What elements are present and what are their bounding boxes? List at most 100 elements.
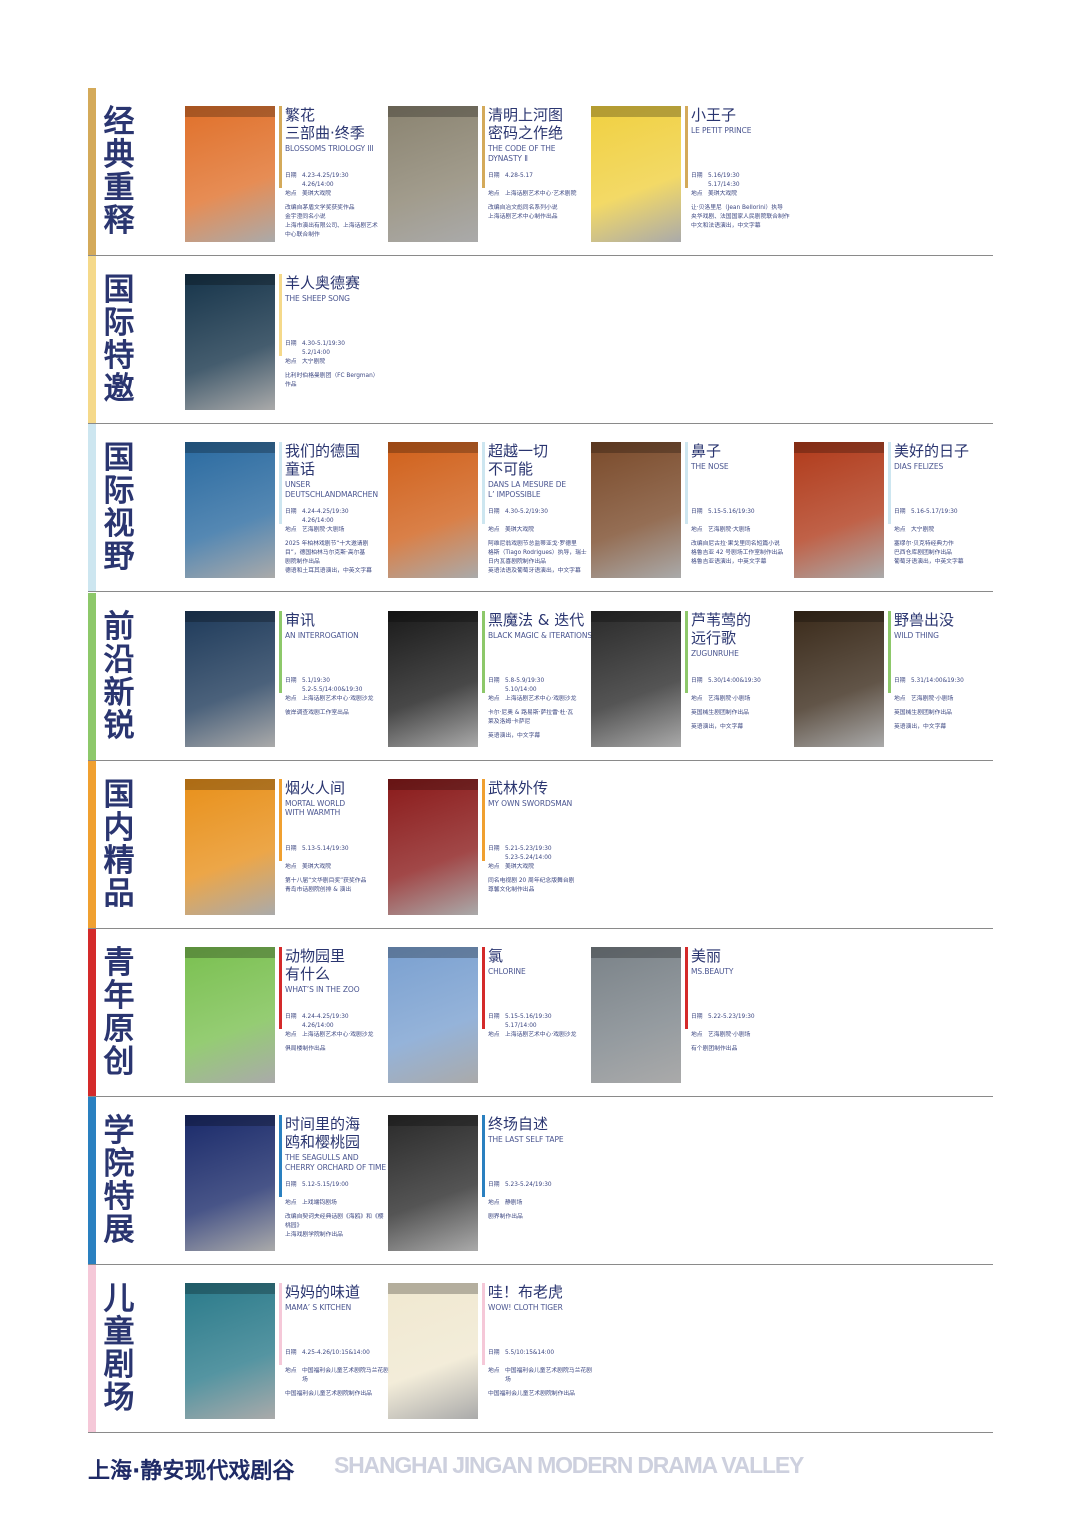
show-poster[interactable] bbox=[185, 610, 275, 747]
show-poster[interactable] bbox=[388, 442, 478, 579]
section-label: 儿童剧场 bbox=[103, 1281, 135, 1417]
show-title[interactable]: 野兽出没 bbox=[894, 611, 1002, 629]
show-title[interactable]: 武林外传 bbox=[488, 779, 596, 797]
show-poster[interactable] bbox=[185, 778, 275, 915]
show-title-line: 清明上河图 bbox=[488, 106, 564, 124]
show-poster[interactable] bbox=[388, 778, 478, 915]
show-poster[interactable] bbox=[794, 610, 884, 747]
show-card[interactable]: 哇！布老虎 WOW! CLOTH TIGER 日期 5.5/10:15&14:00 地点… bbox=[388, 1283, 592, 1423]
show-title[interactable]: 动物园里 有什么 bbox=[285, 947, 393, 983]
title-accent-bar bbox=[279, 274, 282, 357]
show-poster[interactable] bbox=[185, 1283, 275, 1420]
show-card[interactable]: 清明上河图 密码之作绝 THE CODE OF THE DYNASTY Ⅱ 日期 4.28… bbox=[388, 106, 588, 246]
venue-value: 上海话剧艺术中心·艺术剧院 bbox=[505, 191, 577, 197]
poster-header-strip bbox=[388, 947, 478, 958]
show-title[interactable]: 芦苇莺的 远行歌 bbox=[691, 611, 799, 647]
show-poster[interactable] bbox=[591, 106, 681, 242]
show-title[interactable]: 清明上河图 密码之作绝 bbox=[488, 106, 596, 142]
show-card[interactable]: 野兽出没 WILD THING 日期 5.31/14:00&19:30 地点 艺海剧院·小… bbox=[794, 610, 994, 751]
date-value: 5.8-5.9/19:30 bbox=[505, 677, 545, 684]
show-card[interactable]: 审讯 AN INTERROGATION 日期 5.1/19:30 5.2-5.5/14:… bbox=[185, 610, 385, 751]
venue-label: 地点 bbox=[488, 863, 500, 870]
show-title[interactable]: 繁花 三部曲·终季 bbox=[285, 106, 393, 142]
show-card[interactable]: 鼻子 THE NOSE 日期 5.15-5.16/19:30 地点 艺海剧院·大剧场 改编自… bbox=[591, 442, 791, 582]
show-poster[interactable] bbox=[794, 442, 884, 579]
venue-row: 地点 美琪大戏院 bbox=[488, 526, 596, 535]
date-value: 5.10/14:00 bbox=[505, 686, 537, 693]
show-title[interactable]: 时间里的海 鸥和樱桃园 bbox=[285, 1115, 393, 1151]
venue-label: 地点 bbox=[488, 527, 500, 534]
date-row: 4.26/14:00 bbox=[285, 181, 393, 190]
show-title[interactable]: 我们的德国 童话 bbox=[285, 442, 393, 478]
date-row: 4.26/14:00 bbox=[285, 1022, 393, 1031]
show-title[interactable]: 超越一切 不可能 bbox=[488, 442, 596, 478]
venue-value: 上海话剧艺术中心·戏剧沙龙 bbox=[505, 1032, 577, 1038]
date-value: 5.15-5.16/19:30 bbox=[505, 1014, 552, 1020]
show-title-en-line: THE NOSE bbox=[691, 462, 729, 472]
show-title[interactable]: 鼻子 bbox=[691, 442, 799, 460]
show-poster[interactable] bbox=[591, 947, 681, 1083]
show-card[interactable]: 繁花 三部曲·终季 BLOSSOMS TRIOLOGY III 日期 4.23-4.25… bbox=[185, 106, 385, 246]
show-poster[interactable] bbox=[388, 106, 478, 242]
show-card[interactable]: 我们的德国 童话 UNSER DEUTSCHLANDMARCHEN 日期 4.24-4.2… bbox=[185, 442, 385, 582]
show-card[interactable]: 时间里的海 鸥和樱桃园 THE SEAGULLS AND CHERRY ORCHARD… bbox=[185, 1115, 386, 1255]
show-poster[interactable] bbox=[185, 274, 275, 411]
show-card[interactable]: 美丽 MS.BEAUTY 日期 5.22-5.23/19:30 地点 艺海剧院·小剧场 有个… bbox=[591, 947, 791, 1087]
note-line: 改编自冶文彪同名系列小说 bbox=[488, 205, 558, 211]
show-title-line: 芦苇莺的 bbox=[691, 610, 752, 629]
note-line: 中文和法语演出，中文字幕 bbox=[691, 223, 761, 229]
date-row: 日期 5.31/14:00&19:30 bbox=[894, 677, 1002, 686]
show-details: 日期 5.12-5.15/19:00 地点 上戏端钧剧场 改编自契诃夫经典话剧《海鸥》和… bbox=[285, 1181, 393, 1240]
show-card[interactable]: 妈妈的味道 MAMA’ S KITCHEN 日期 4.25-4.26/10:15&14… bbox=[185, 1283, 389, 1423]
show-title[interactable]: 羊人奥德赛 bbox=[285, 274, 393, 292]
show-card[interactable]: 终场自述 THE LAST SELF TAPE 日期 5.23-5.24/19:30 地… bbox=[388, 1115, 588, 1255]
date-row: 5.17/14:00 bbox=[488, 1022, 596, 1031]
show-card[interactable]: 小王子 LE PETIT PRINCE 日期 5.16/19:30 5.17/14:30… bbox=[591, 106, 791, 246]
show-title[interactable]: 氯 bbox=[488, 947, 596, 965]
venue-label: 地点 bbox=[285, 359, 297, 366]
show-card[interactable]: 羊人奥德赛 THE SHEEP SONG 日期 4.30-5.1/19:30 5.2/1… bbox=[185, 274, 385, 414]
venue-label: 地点 bbox=[691, 191, 703, 197]
show-title[interactable]: 哇！布老虎 bbox=[488, 1283, 596, 1301]
poster-header-strip bbox=[388, 610, 478, 622]
section-2: 国际特邀 羊人奥德赛 THE SHEEP SONG 日期 4.30-5.1/19:30 5… bbox=[88, 256, 993, 425]
show-title[interactable]: 小王子 bbox=[691, 106, 799, 124]
title-accent-bar bbox=[685, 610, 688, 693]
show-poster[interactable] bbox=[388, 610, 478, 747]
title-accent-bar bbox=[482, 947, 485, 1029]
note-line: 英语演出，中文字幕 bbox=[691, 723, 744, 730]
show-card[interactable]: 武林外传 MY OWN SWORDSMAN 日期 5.21-5.23/19:30 5.2… bbox=[388, 778, 588, 919]
show-poster[interactable] bbox=[185, 442, 275, 579]
show-title[interactable]: 烟火人间 bbox=[285, 779, 393, 797]
show-title[interactable]: 审讯 bbox=[285, 611, 393, 629]
show-header: 美好的日子 DIAS FELIZES bbox=[894, 442, 1002, 472]
show-poster[interactable] bbox=[591, 442, 681, 579]
show-title[interactable]: 黑魔法 & 迭代 bbox=[488, 611, 596, 629]
show-card[interactable]: 美好的日子 DIAS FELIZES 日期 5.16-5.17/19:30 地点 大宁剧院… bbox=[794, 442, 994, 582]
show-card[interactable]: 黑魔法 & 迭代 BLACK MAGIC & ITERATIONS 日期 5.8-5.… bbox=[388, 610, 592, 751]
show-card[interactable]: 烟火人间 MORTAL WORLD WITH WARMTH 日期 5.13-5.14/1… bbox=[185, 778, 385, 919]
date-row: 日期 5.15-5.16/19:30 bbox=[488, 1013, 596, 1022]
venue-row: 地点 艺海剧院·大剧场 bbox=[691, 526, 799, 535]
show-card[interactable]: 动物园里 有什么 WHAT’S IN THE ZOO 日期 4.24-4.25/19:3… bbox=[185, 947, 385, 1087]
show-card[interactable]: 超越一切 不可能 DANS LA MESURE DE L’ IMPOSSIBLE 日期 4… bbox=[388, 442, 588, 582]
show-header: 妈妈的味道 MAMA’ S KITCHEN bbox=[285, 1283, 393, 1313]
show-card[interactable]: 氯 CHLORINE 日期 5.15-5.16/19:30 5.17/14:00 地点 上海… bbox=[388, 947, 588, 1087]
show-title-en-line: MORTAL WORLD bbox=[285, 798, 346, 808]
show-title[interactable]: 妈妈的味道 bbox=[285, 1283, 393, 1301]
show-poster[interactable] bbox=[388, 1283, 478, 1420]
show-poster[interactable] bbox=[591, 610, 681, 747]
show-title-line: 童话 bbox=[285, 460, 316, 479]
date-label: 日期 bbox=[691, 173, 703, 179]
section-3: 国际视野 我们的德国 童话 UNSER DEUTSCHLANDMARCHEN 日期 4.24… bbox=[88, 424, 994, 593]
show-title[interactable]: 美好的日子 bbox=[894, 442, 1002, 460]
show-card[interactable]: 芦苇莺的 远行歌 ZUGUNRUHE 日期 5.30/14:00&19:30 地点 艺海剧院… bbox=[591, 610, 791, 751]
show-title[interactable]: 终场自述 bbox=[488, 1115, 596, 1133]
show-poster[interactable] bbox=[388, 947, 478, 1083]
show-title[interactable]: 美丽 bbox=[691, 947, 799, 965]
show-poster[interactable] bbox=[185, 1115, 275, 1252]
show-poster[interactable] bbox=[185, 106, 275, 242]
show-poster[interactable] bbox=[388, 1115, 478, 1252]
show-poster[interactable] bbox=[185, 947, 275, 1083]
date-label bbox=[285, 181, 302, 190]
